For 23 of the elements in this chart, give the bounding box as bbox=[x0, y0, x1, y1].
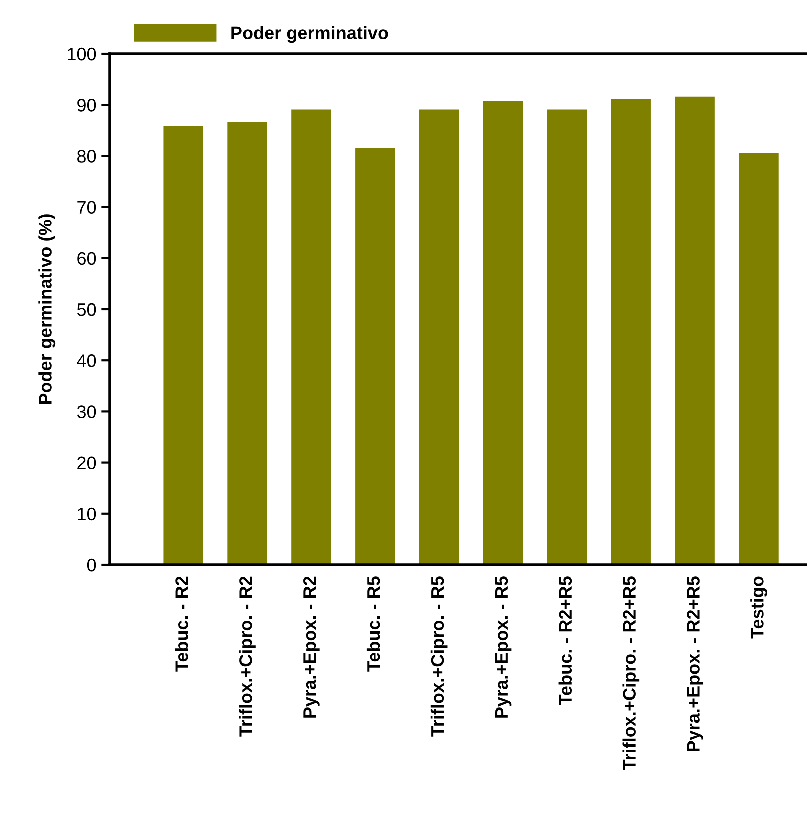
y-tick-label: 50 bbox=[77, 303, 96, 316]
x-tick-label: Tebuc. - R2+R5 bbox=[558, 576, 572, 706]
y-axis-title: Poder germinativo (%) bbox=[38, 214, 56, 404]
x-tick-label: Testigo bbox=[750, 576, 768, 639]
y-tick-label: 60 bbox=[78, 252, 96, 266]
y-tick-label: 10 bbox=[78, 508, 96, 521]
y-tick-label: 40 bbox=[77, 354, 96, 368]
x-tick-label: Tebuc. - R2 bbox=[175, 576, 188, 672]
y-tick-label: 100 bbox=[68, 48, 96, 61]
x-tick-label: Pyra.+Epox. - R5 bbox=[496, 576, 512, 718]
x-tick-label: Triflox.+Cipro. - R2+R5 bbox=[622, 576, 640, 771]
y-tick-label: 30 bbox=[77, 406, 96, 418]
x-tick-label: Triflox.+Cipro. - R5 bbox=[430, 576, 448, 737]
legend-label: Poder germinativo bbox=[232, 26, 388, 44]
y-tick-label: 20 bbox=[78, 456, 96, 470]
y-tick-label: 70 bbox=[78, 201, 96, 214]
x-tick-label: Tebuc. - R5 bbox=[366, 576, 380, 672]
x-tick-label: Pyra.+Epox. - R2 bbox=[303, 576, 320, 718]
y-tick-label: 0 bbox=[87, 558, 96, 572]
x-tick-label: Triflox.+Cipro. - R2 bbox=[239, 576, 256, 737]
x-tick-label: Pyra.+Epox. - R2+R5 bbox=[687, 576, 704, 752]
y-tick-label: 80 bbox=[78, 150, 96, 163]
y-tick-label: 90 bbox=[78, 99, 96, 112]
